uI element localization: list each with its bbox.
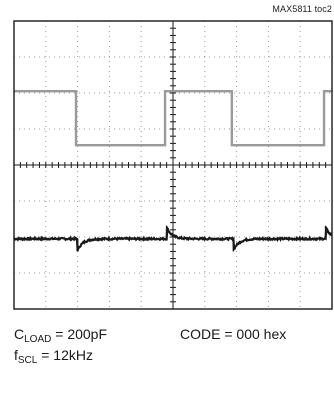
cload-value: = 200pF	[51, 326, 108, 342]
scl-clock-trace	[14, 89, 332, 147]
figure-ref: MAX5811 toc2	[272, 4, 332, 14]
caption-cload: CLOAD = 200pF	[14, 326, 107, 345]
graticule-frame	[13, 20, 333, 310]
fscl-subscript: SCL	[17, 355, 38, 366]
oscilloscope-display	[13, 20, 333, 310]
cload-symbol: C	[14, 326, 25, 342]
center-axes	[13, 20, 333, 310]
traces	[13, 89, 333, 252]
fscl-symbol: f	[14, 347, 18, 363]
fscl-value: = 12kHz	[37, 347, 93, 363]
caption-fscl: fSCL = 12kHz	[14, 347, 93, 366]
dac-output-trace	[13, 224, 333, 252]
cload-subscript: LOAD	[24, 334, 52, 345]
caption-code: CODE = 000 hex	[180, 326, 287, 342]
